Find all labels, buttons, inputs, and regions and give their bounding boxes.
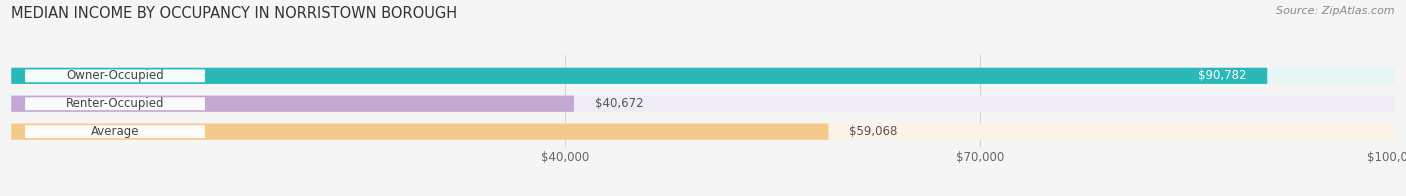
- FancyBboxPatch shape: [25, 69, 205, 82]
- Text: MEDIAN INCOME BY OCCUPANCY IN NORRISTOWN BOROUGH: MEDIAN INCOME BY OCCUPANCY IN NORRISTOWN…: [11, 6, 457, 21]
- Text: $90,782: $90,782: [1198, 69, 1247, 82]
- FancyBboxPatch shape: [11, 68, 1395, 84]
- FancyBboxPatch shape: [11, 96, 574, 112]
- FancyBboxPatch shape: [25, 125, 205, 138]
- Text: Renter-Occupied: Renter-Occupied: [66, 97, 165, 110]
- Text: $59,068: $59,068: [849, 125, 897, 138]
- Text: Owner-Occupied: Owner-Occupied: [66, 69, 165, 82]
- Text: Average: Average: [91, 125, 139, 138]
- FancyBboxPatch shape: [11, 123, 1395, 140]
- FancyBboxPatch shape: [11, 123, 828, 140]
- Text: Source: ZipAtlas.com: Source: ZipAtlas.com: [1277, 6, 1395, 16]
- FancyBboxPatch shape: [11, 68, 1267, 84]
- FancyBboxPatch shape: [25, 97, 205, 110]
- FancyBboxPatch shape: [11, 96, 1395, 112]
- Text: $40,672: $40,672: [595, 97, 644, 110]
